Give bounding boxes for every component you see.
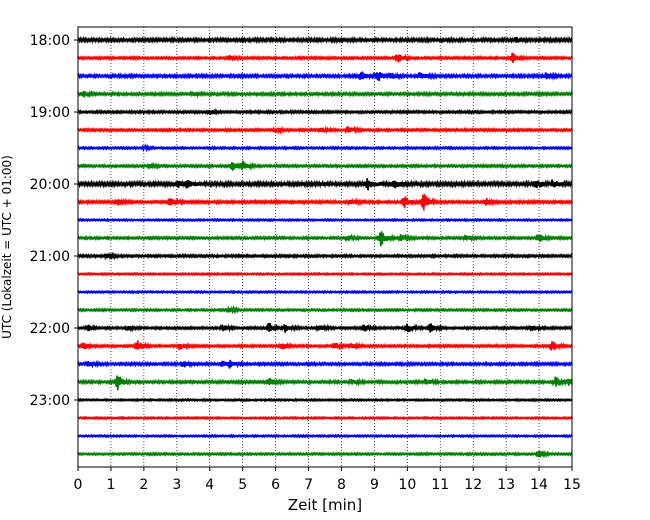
trace-2000	[77, 178, 573, 191]
y-axis-label: UTC (Lokalzeit = UTC + 01:00)	[0, 155, 14, 339]
y-tick-label: 20:00	[30, 177, 70, 193]
x-tick-label: 9	[370, 477, 379, 493]
trace-2100	[77, 251, 573, 261]
y-tick-label: 18:00	[30, 33, 70, 49]
trace-2130	[77, 289, 573, 295]
trace-2045	[77, 231, 573, 247]
trace-2015	[77, 194, 573, 211]
trace-1930	[77, 142, 573, 153]
trace-2200	[77, 322, 573, 333]
seismogram-traces	[77, 35, 573, 459]
trace-2230	[77, 359, 573, 369]
trace-1900	[77, 107, 573, 116]
x-tick-label: 4	[205, 477, 214, 493]
trace-2315	[77, 415, 573, 421]
x-tick-label: 1	[106, 477, 115, 493]
trace-2245	[77, 375, 573, 391]
x-tick-label: 6	[271, 477, 280, 493]
trace-2115	[77, 271, 573, 277]
x-tick-label: 7	[304, 477, 313, 493]
trace-1800	[77, 35, 573, 45]
trace-2215	[77, 340, 573, 351]
trace-2345	[77, 449, 573, 459]
y-tick-label: 21:00	[30, 249, 70, 265]
trace-1830	[77, 71, 573, 82]
trace-2030	[77, 217, 573, 223]
x-tick-label: 2	[139, 477, 148, 493]
x-tick-label: 10	[398, 477, 416, 493]
x-tick-label: 3	[172, 477, 181, 493]
x-tick-label: 15	[563, 477, 581, 493]
x-tick-label: 8	[337, 477, 346, 493]
trace-2145	[77, 305, 573, 315]
x-tick-label: 14	[530, 477, 548, 493]
y-tick-label: 19:00	[30, 105, 70, 121]
y-tick-label: 23:00	[30, 393, 70, 409]
y-tick-label: 22:00	[30, 321, 70, 337]
trace-2300	[77, 397, 573, 403]
x-tick-label: 13	[497, 477, 515, 493]
trace-2330	[77, 433, 573, 439]
y-axis-ticks: 18:00 19:00 20:00 21:00 22:00 23:00	[30, 33, 78, 409]
vertical-gridlines	[110, 27, 540, 467]
plot-frame	[77, 26, 573, 468]
x-tick-label: 5	[238, 477, 247, 493]
trace-1945	[77, 160, 573, 171]
trace-1815	[77, 52, 573, 63]
x-axis-ticks: 0 1 2 3 4 5 6 7 8 9 10 11 12 13 14 15	[74, 467, 581, 493]
trace-1845	[77, 89, 573, 99]
x-tick-label: 11	[431, 477, 449, 493]
trace-1915	[77, 125, 573, 135]
x-tick-label: 12	[464, 477, 482, 493]
x-tick-label: 0	[74, 477, 83, 493]
x-axis-label: Zeit [min]	[288, 496, 362, 514]
